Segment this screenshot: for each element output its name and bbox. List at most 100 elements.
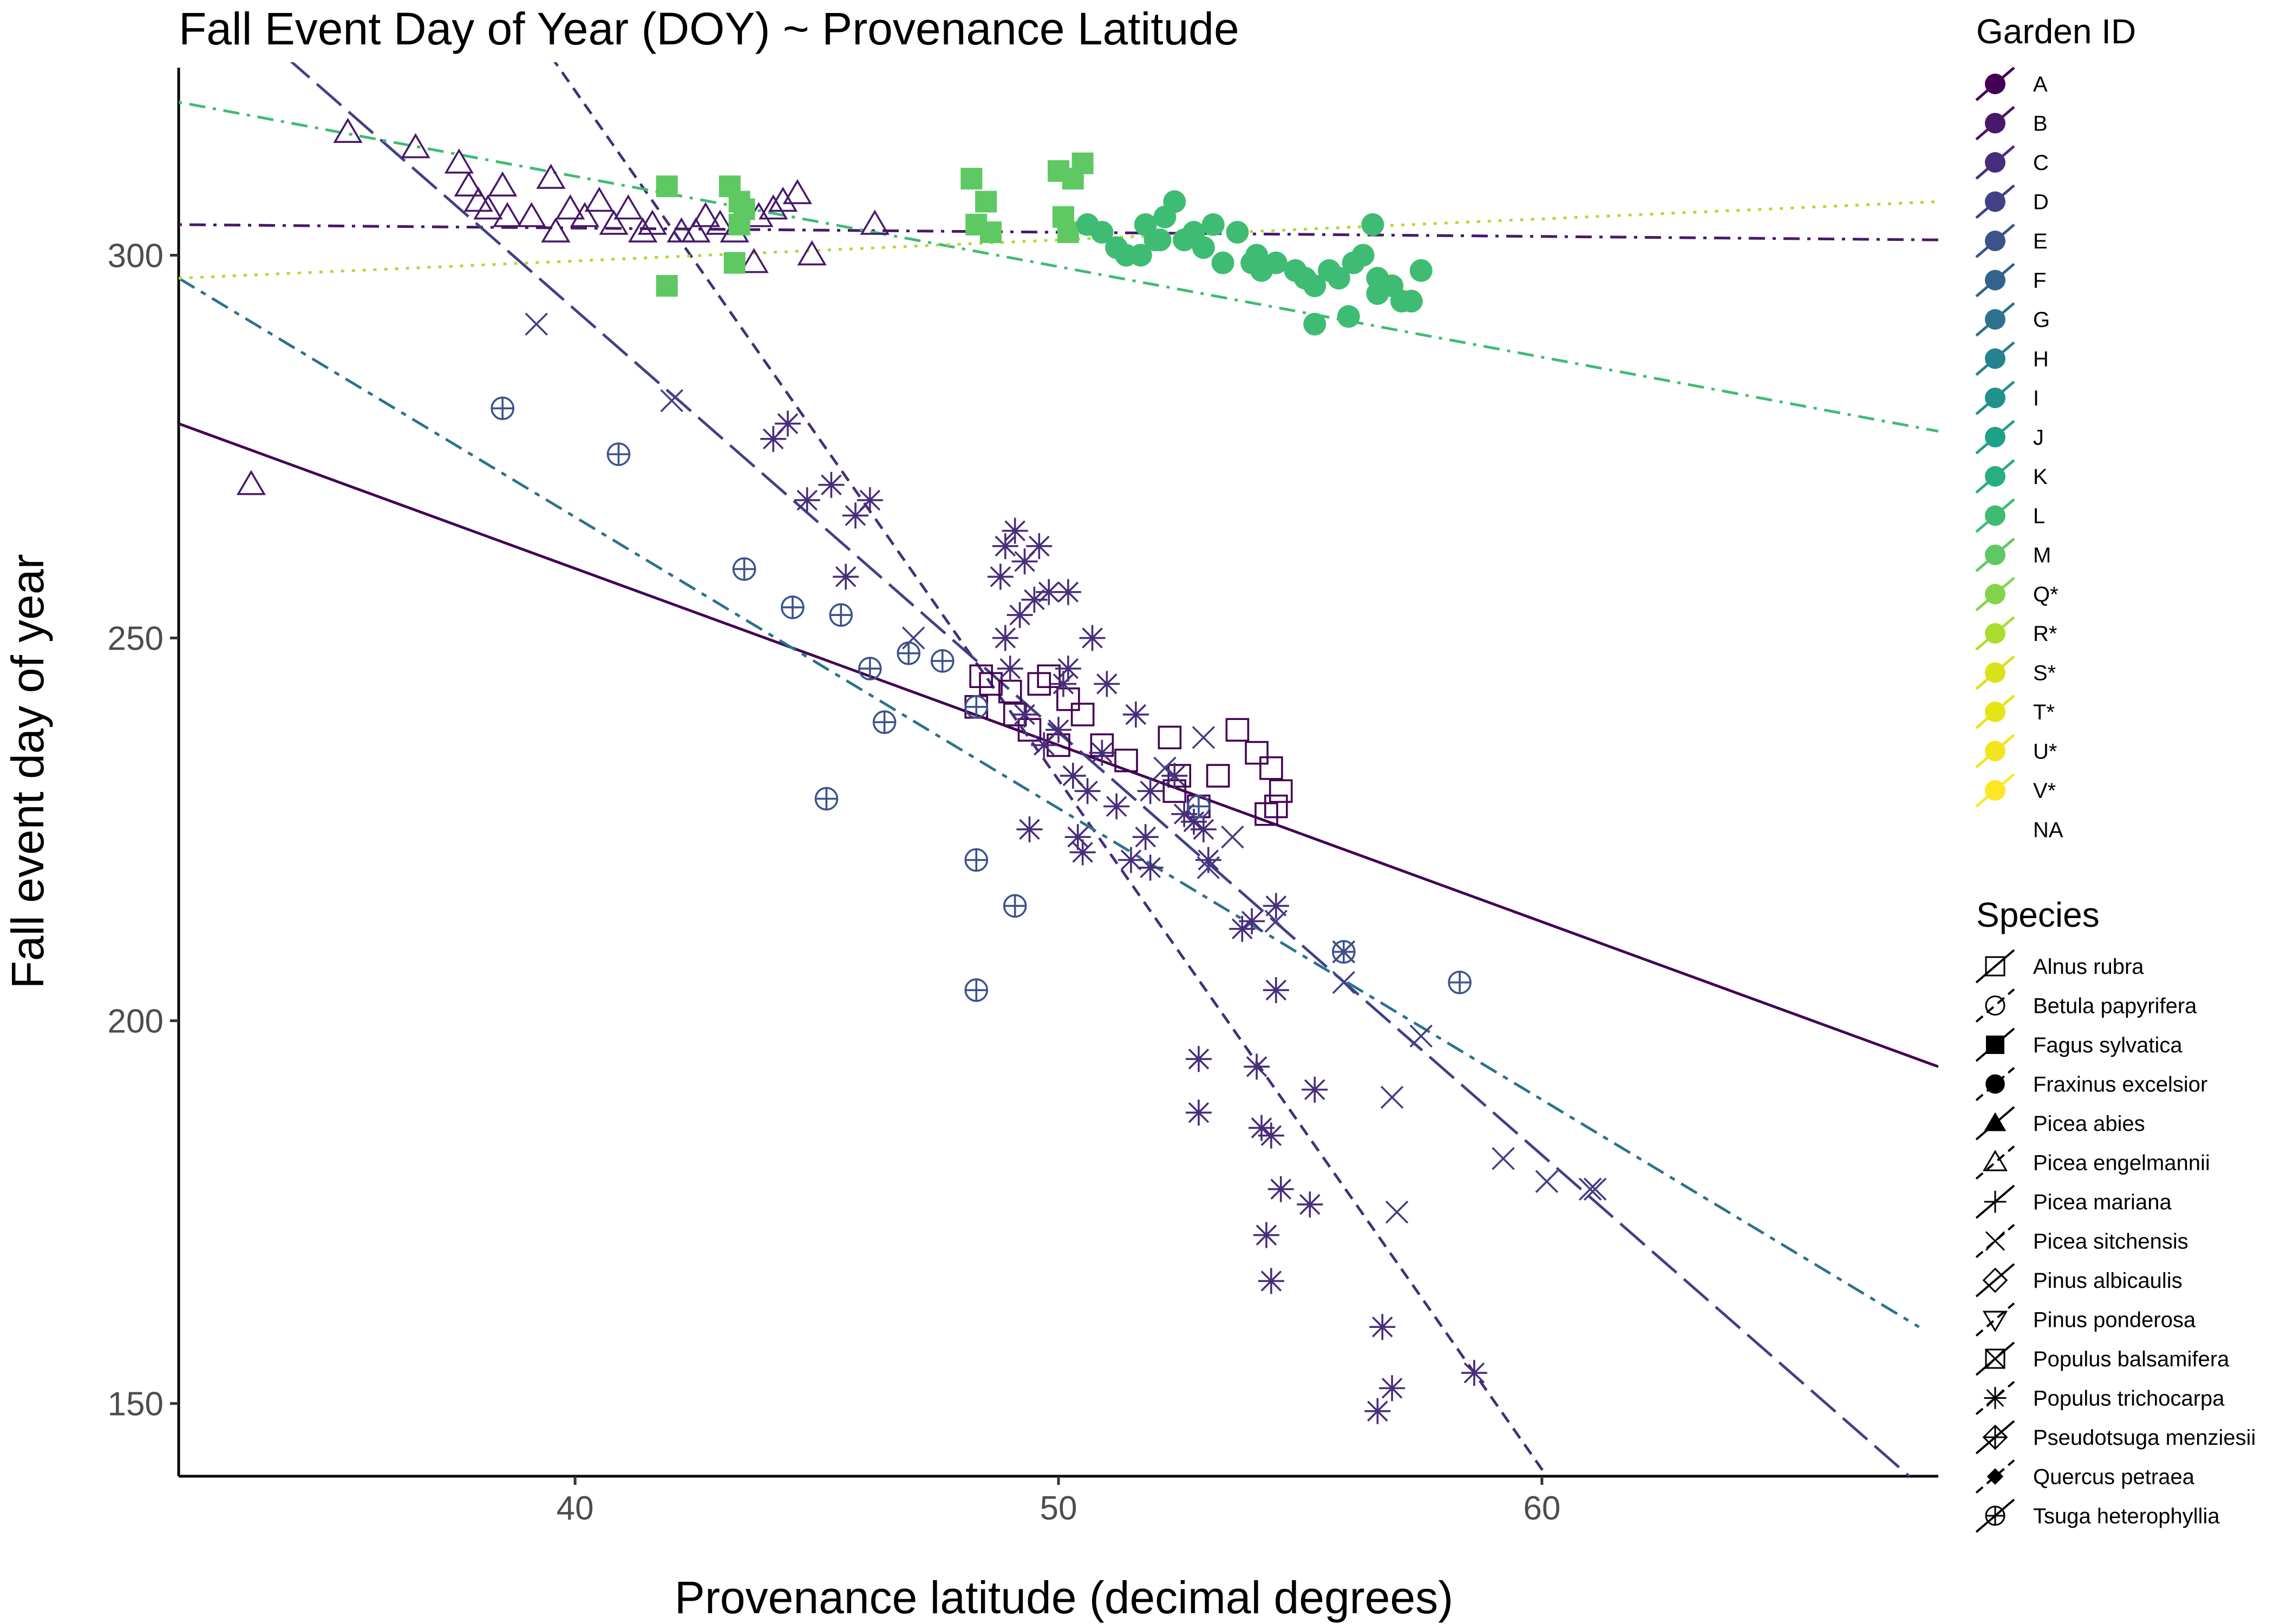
- data-point: [768, 186, 798, 212]
- legend-species-item: Alnus rubra: [1975, 949, 2144, 984]
- data-point: [666, 217, 696, 243]
- data-point: [1057, 221, 1079, 244]
- legend-key-dot: [1985, 388, 2005, 408]
- legend-key-dot: [1985, 662, 2005, 683]
- data-point: [1380, 1085, 1404, 1109]
- data-point: [1264, 251, 1288, 274]
- legend-key-shape: [1982, 1311, 2008, 1332]
- legend-species-label: Picea sitchensis: [2033, 1230, 2188, 1254]
- legend-key-line: [1975, 1066, 2015, 1102]
- legend-garden-item: U*: [1975, 734, 2057, 769]
- legend-species-label: Picea abies: [2033, 1112, 2145, 1136]
- legend-garden-label: B: [2033, 112, 2048, 136]
- data-point: [1118, 847, 1144, 873]
- data-point: [637, 209, 668, 235]
- data-point: [1192, 726, 1216, 749]
- regression-line-a: [179, 422, 1938, 1068]
- data-point: [1221, 825, 1244, 849]
- y-tick-label: 250: [108, 620, 164, 658]
- x-tick-label: 40: [557, 1490, 594, 1527]
- data-point: [1264, 909, 1288, 933]
- data-point: [782, 179, 812, 205]
- legend-garden-label: L: [2033, 505, 2045, 528]
- legend-key-dot: [1985, 702, 2005, 722]
- data-point: [1206, 764, 1230, 788]
- legend-key-shape: [1987, 1468, 2004, 1485]
- legend-key-dot: [1985, 191, 2005, 212]
- data-point: [1259, 756, 1283, 780]
- legend-garden-item: K: [1975, 459, 2048, 494]
- data-point: [1122, 701, 1149, 728]
- legend-species-item: Fraxinus excelsior: [1975, 1066, 2207, 1102]
- data-point: [1535, 1170, 1559, 1193]
- data-point: [606, 442, 631, 466]
- data-point: [732, 557, 756, 581]
- legend-key-line: [1975, 988, 2015, 1023]
- legend-species-label: Pinus albicaulis: [2033, 1269, 2182, 1293]
- data-point: [997, 656, 1023, 682]
- data-point: [1002, 518, 1028, 544]
- legend-species-item: Picea abies: [1975, 1106, 2145, 1141]
- legend-key-dot: [1985, 270, 2005, 291]
- data-point: [960, 168, 983, 190]
- data-point: [1258, 1268, 1284, 1294]
- data-point: [1303, 312, 1327, 336]
- data-point: [1161, 763, 1188, 789]
- legend-key-dot: [1985, 309, 2005, 330]
- data-point: [728, 191, 750, 213]
- legend-garden-label: D: [2033, 191, 2049, 214]
- data-point: [656, 175, 678, 198]
- data-point: [1226, 221, 1249, 244]
- data-point: [1258, 1122, 1284, 1149]
- legend-key-shape: [1985, 1231, 2005, 1251]
- data-point: [556, 194, 585, 220]
- data-point: [1331, 940, 1356, 964]
- series-qstar: [656, 152, 1094, 297]
- data-point: [1201, 213, 1225, 236]
- data-point: [1007, 602, 1033, 628]
- legend-garden-label: F: [2033, 269, 2046, 293]
- data-point: [1070, 703, 1095, 726]
- legend-garden-item: T*: [1975, 695, 2055, 729]
- legend-garden-item: J: [1975, 420, 2044, 455]
- legend-species-item: Picea engelmannii: [1975, 1145, 2210, 1180]
- legend-species-label: Fraxinus excelsior: [2033, 1073, 2207, 1097]
- data-point: [1253, 1222, 1279, 1248]
- data-point: [723, 252, 746, 274]
- legend-garden-label: E: [2033, 230, 2048, 253]
- data-point: [1192, 236, 1215, 259]
- legend-species-item: Pinus albicaulis: [1975, 1263, 2182, 1298]
- data-point: [1332, 971, 1356, 994]
- data-point: [1185, 1046, 1212, 1072]
- data-point: [1132, 824, 1159, 850]
- legend-species-label: Pseudotsuga menziesii: [2033, 1426, 2256, 1450]
- regression-line-c: [553, 62, 1548, 1476]
- legend-species-item: Pseudotsuga menziesii: [1975, 1420, 2256, 1455]
- legend-species-item: Fagus sylvatica: [1975, 1027, 2182, 1062]
- data-point: [1361, 213, 1384, 236]
- legend-garden-label: G: [2033, 308, 2050, 332]
- legend-key-shape: [1982, 1267, 2008, 1293]
- data-point: [1245, 741, 1269, 765]
- data-point: [517, 202, 546, 227]
- data-point: [1409, 1024, 1433, 1048]
- y-tick-label: 150: [108, 1386, 164, 1423]
- legend-garden-label: A: [2033, 73, 2048, 96]
- legend-species-label: Tsuga heterophyllia: [2033, 1504, 2220, 1528]
- data-point: [541, 217, 571, 243]
- legend-garden-item: D: [1975, 184, 2049, 219]
- data-point: [1090, 221, 1114, 244]
- data-point: [833, 564, 859, 590]
- y-tick-label: 200: [108, 1003, 164, 1040]
- y-tick-label: 300: [108, 237, 164, 274]
- legend-key-dot: [1985, 505, 2005, 526]
- legend-species-item: Tsuga heterophyllia: [1975, 1498, 2220, 1533]
- data-point: [1461, 1360, 1487, 1386]
- legend-species-label: Populus trichocarpa: [2033, 1387, 2225, 1411]
- data-point: [969, 664, 993, 689]
- legend-garden-item: I: [1975, 381, 2039, 415]
- data-point: [1055, 656, 1081, 682]
- legend-species-label: Populus balsamifera: [2033, 1347, 2230, 1371]
